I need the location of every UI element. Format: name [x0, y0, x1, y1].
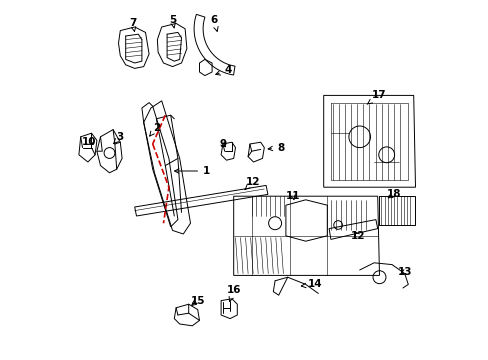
Text: 12: 12 [244, 177, 260, 190]
Text: 17: 17 [366, 90, 386, 104]
Text: 6: 6 [210, 15, 218, 31]
Text: 8: 8 [267, 143, 284, 153]
Text: 14: 14 [301, 279, 322, 289]
Text: 12: 12 [350, 231, 365, 241]
Text: 16: 16 [227, 285, 241, 301]
Text: 13: 13 [397, 267, 411, 277]
Text: 15: 15 [190, 296, 204, 306]
Text: 9: 9 [219, 139, 226, 149]
Text: 11: 11 [285, 191, 300, 201]
Text: 4: 4 [215, 65, 231, 75]
Text: 7: 7 [129, 18, 136, 32]
Text: 1: 1 [174, 166, 210, 176]
Text: 10: 10 [81, 137, 96, 147]
Text: 18: 18 [386, 189, 400, 199]
Text: 3: 3 [113, 132, 123, 143]
Text: 2: 2 [149, 123, 160, 136]
Text: 5: 5 [168, 15, 176, 28]
